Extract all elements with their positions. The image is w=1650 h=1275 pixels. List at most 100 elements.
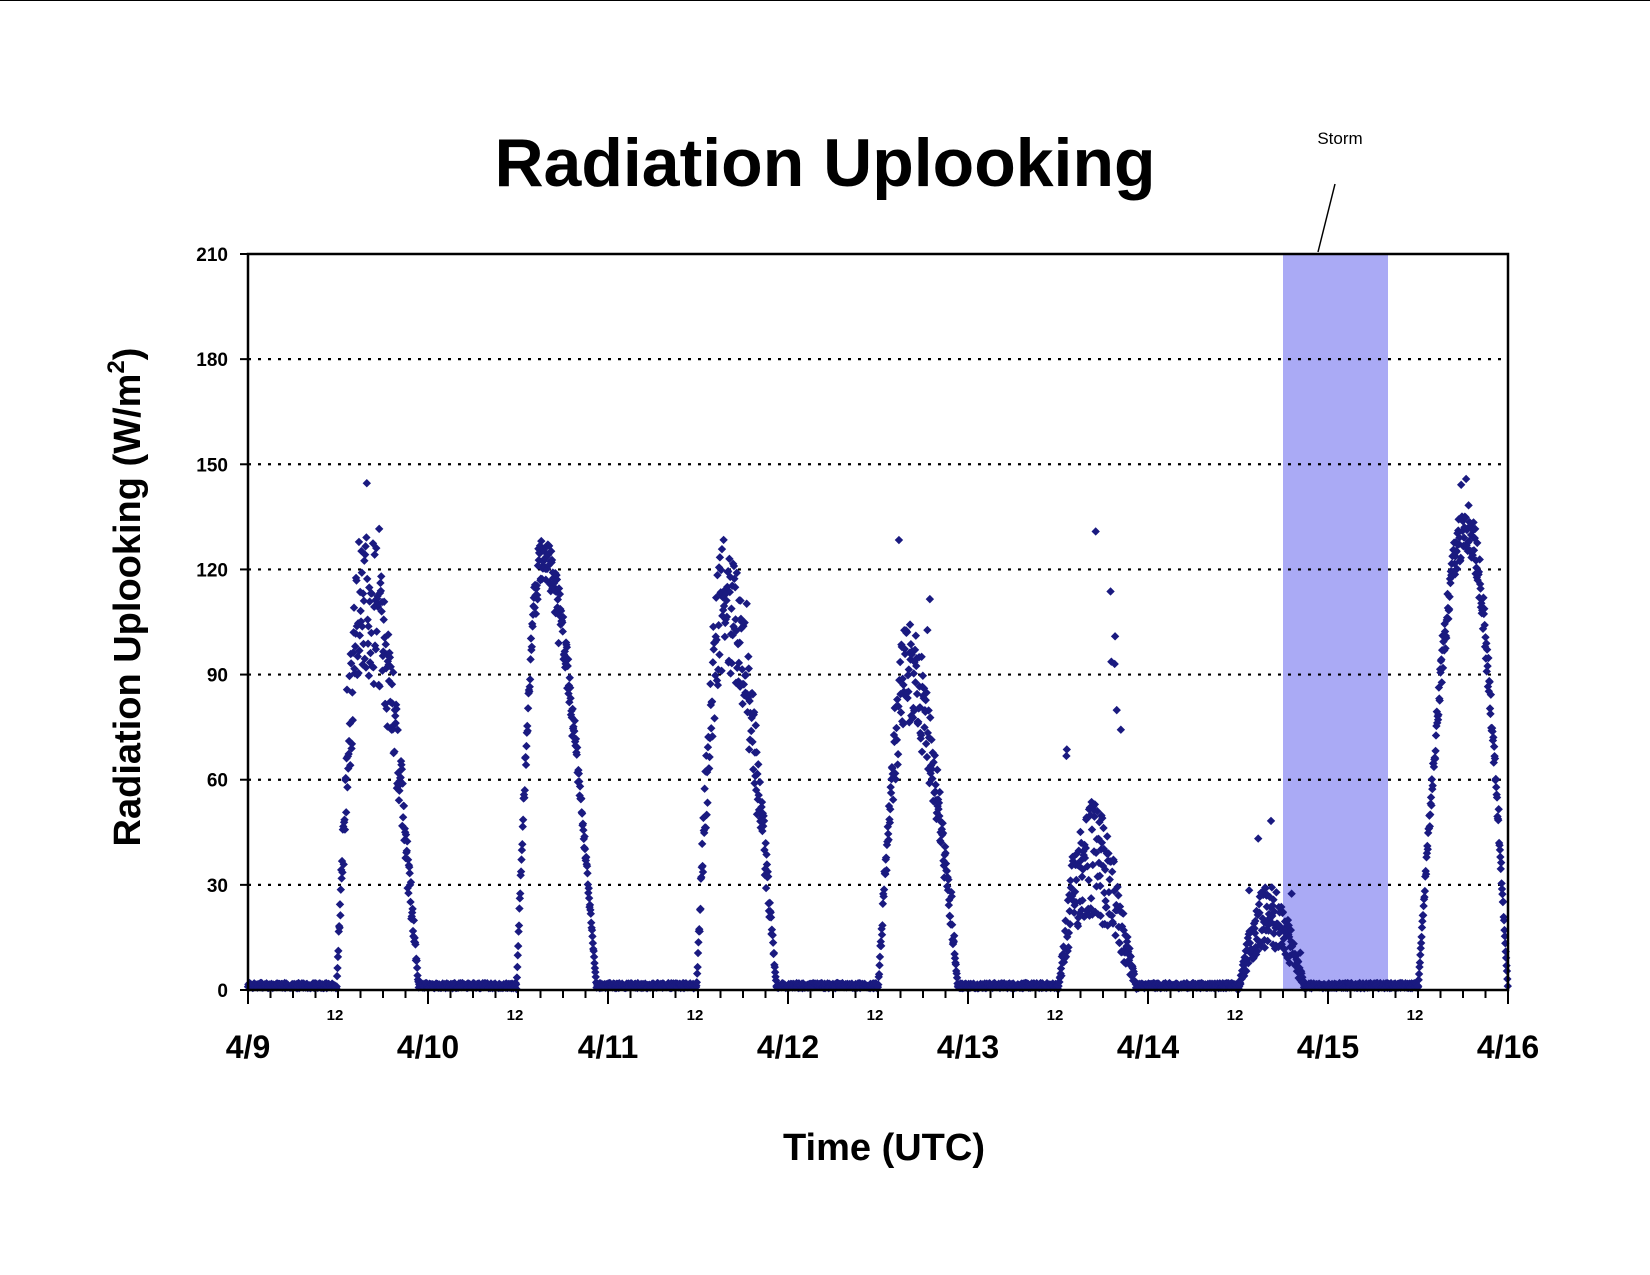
data-point-1231 [751,721,760,730]
data-point-2480 [1266,816,1276,826]
data-point-2945 [1458,516,1468,526]
data-point-2897 [1438,663,1448,673]
data-point-742 [549,578,559,588]
data-point-792 [570,716,579,725]
data-point-1114 [703,798,712,807]
data-point-359 [391,700,401,709]
data-point-2452 [1255,908,1264,917]
data-point-1129 [709,645,718,654]
data-point-1137 [712,676,722,685]
data-point-1684 [938,819,947,828]
data-point-1665 [930,751,940,760]
data-point-3017 [1488,727,1497,736]
data-point-1143 [715,650,724,659]
data-point-1558 [886,782,895,792]
data-point-657 [514,921,524,930]
data-point-304 [369,663,378,672]
data-point-2081 [1102,902,1111,912]
data-point-2031 [1081,843,1090,853]
data-point-1636 [918,671,928,680]
data-point-1599 [903,693,912,703]
data-point-323 [377,572,386,581]
data-point-2936 [1454,539,1464,549]
data-point-822 [582,861,592,871]
data-point-312 [372,627,381,636]
data-point-2839 [1414,969,1424,979]
data-point-1107 [700,784,709,793]
data-point-2509 [1278,907,1288,917]
data-point-718 [539,546,549,556]
data-point-1113 [702,767,712,777]
data-point-1622 [912,689,922,699]
xtick-label-4-11: 4/11 [578,1029,639,1065]
data-point-1587 [898,674,907,684]
data-point-747 [551,587,561,596]
data-point-1149 [717,544,727,554]
data-point-2062 [1094,834,1103,843]
data-point-2471 [1263,890,1272,900]
data-point-2869 [1427,801,1436,810]
data-point-2101 [1110,659,1119,669]
data-point-3021 [1489,742,1499,751]
data-point-1619 [911,631,921,640]
data-point-1651 [924,733,934,742]
data-point-1156 [720,632,730,641]
data-point-1532 [875,952,885,962]
data-point-310 [371,645,381,654]
data-point-397 [407,912,416,921]
data-point-216 [332,971,342,981]
data-point-685 [526,655,535,664]
data-point-3006 [1483,682,1493,691]
data-point-816 [580,832,589,841]
data-point-2912 [1445,604,1454,614]
storm-band-layer [1283,254,1388,990]
data-point-2114 [1115,902,1125,911]
data-point-2875 [1429,762,1439,772]
data-point-1583 [896,708,906,717]
data-point-2554 [1297,969,1306,978]
data-point-1217 [745,735,755,744]
data-point-773 [562,643,572,652]
data-point-2887 [1434,683,1444,692]
data-point-1196 [737,624,746,633]
data-point-288 [362,479,371,488]
data-point-268 [354,668,363,678]
data-point-2850 [1419,901,1428,911]
data-point-3011 [1485,704,1495,713]
data-point-2086 [1104,849,1113,858]
data-point-3023 [1490,754,1500,763]
data-point-1185 [732,568,742,578]
data-point-2073 [1098,861,1108,871]
data-point-749 [552,575,562,584]
data-point-318 [374,524,384,534]
data-point-2045 [1087,797,1096,807]
data-point-839 [589,952,599,962]
data-point-2486 [1269,895,1278,904]
data-point-1601 [904,687,913,696]
data-point-2477 [1265,892,1274,902]
data-point-284 [360,550,370,559]
data-point-2116 [1116,725,1126,734]
data-point-2077 [1100,919,1109,929]
data-point-1141 [714,621,723,630]
data-point-1989 [1064,943,1073,952]
data-point-2455 [1256,938,1265,947]
data-point-1204 [740,618,749,627]
data-point-2913 [1445,592,1454,601]
data-point-1268 [766,913,776,922]
data-point-2056 [1091,848,1101,858]
data-point-1257 [762,850,771,859]
data-point-1718 [952,969,961,978]
data-point-1146 [716,588,725,597]
data-point-3035 [1495,845,1505,855]
data-point-2953 [1461,474,1471,484]
data-point-1620 [912,661,921,671]
data-point-246 [345,671,354,681]
storm-leader-line [1317,183,1336,253]
data-point-737 [547,555,557,565]
data-point-1537 [877,930,887,939]
data-point-2914 [1445,574,1455,584]
data-point-1089 [693,969,702,978]
data-point-1216 [745,696,754,706]
data-point-274 [356,617,366,626]
